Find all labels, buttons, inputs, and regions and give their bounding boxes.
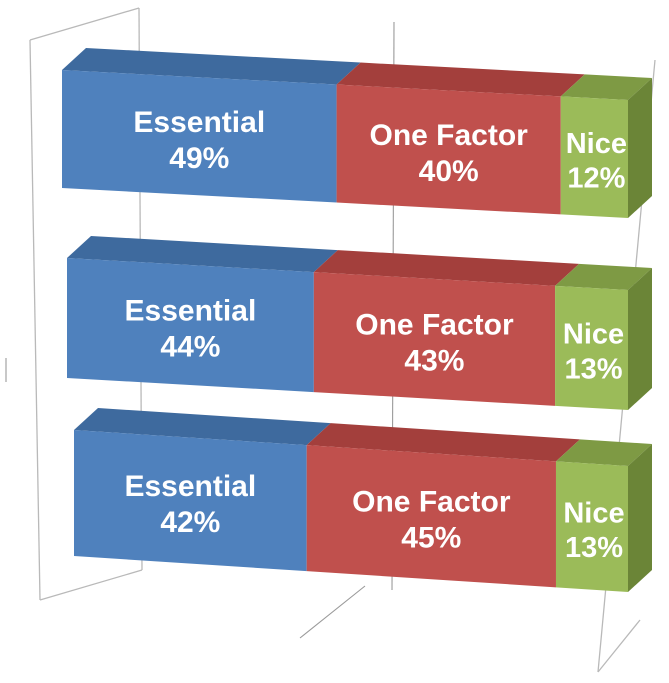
data-label-line: One Factor	[355, 308, 514, 341]
bar-3-one-factor-top	[306, 423, 580, 462]
bar-3-nice	[555, 461, 628, 592]
data-label-line: Nice	[563, 319, 624, 351]
bar-3-one-factor	[306, 445, 556, 588]
data-label-line: 44%	[160, 331, 220, 364]
bar-3-essential-top	[74, 408, 331, 446]
bar-3-essential	[74, 430, 307, 572]
data-label-line: 13%	[565, 532, 623, 564]
bar-3-nice-top	[555, 439, 652, 466]
bar-2-right-side	[628, 268, 652, 410]
data-label-line: Essential	[125, 295, 257, 328]
data-label-3-nice: Nice 13%	[563, 497, 624, 564]
back-wall-top-edge	[29, 7, 140, 41]
bar-1-nice-top	[560, 74, 652, 100]
data-label-1-essential: Essential 49%	[133, 106, 265, 175]
bar-2-nice	[555, 285, 628, 410]
data-label-2-nice: Nice 13%	[563, 319, 624, 386]
data-label-line: 49%	[169, 142, 229, 175]
floor-gridline	[299, 585, 366, 639]
data-label-line: 43%	[404, 344, 464, 377]
back-wall-left-edge	[29, 39, 41, 601]
data-label-line: Nice	[566, 128, 627, 160]
data-label-1-one-factor: One Factor 40%	[369, 119, 528, 188]
bar-1-essential-top	[62, 48, 361, 85]
data-label-line: Essential	[133, 106, 265, 139]
data-label-line: 45%	[401, 522, 461, 555]
bar-3-right-side	[628, 444, 652, 592]
bar-1-one-factor	[336, 84, 561, 215]
floor-right-edge	[597, 619, 641, 673]
data-label-line: Essential	[124, 470, 256, 503]
data-label-line: 13%	[565, 353, 623, 385]
bar-group-2: Essential 44% One Factor 43% Nice 13%	[67, 236, 652, 410]
data-label-2-essential: Essential 44%	[125, 295, 257, 364]
data-label-2-one-factor: One Factor 43%	[355, 308, 514, 377]
bar-2-one-factor	[313, 272, 556, 406]
data-label-3-essential: Essential 42%	[124, 470, 256, 539]
data-label-line: 42%	[160, 506, 220, 539]
bar-2-essential	[67, 258, 314, 393]
bar-group-1: Essential 49% One Factor 40% Nice 12%	[62, 48, 652, 218]
bar-group-3: Essential 42% One Factor 45% Nice 13%	[74, 408, 652, 592]
bars-layer: Essential 49%One Factor 40%Nice 12%Essentia…	[62, 48, 652, 592]
bar-1-nice	[560, 96, 628, 218]
data-label-3-one-factor: One Factor 45%	[352, 486, 511, 555]
bar-1-essential	[62, 70, 337, 203]
data-label-line: 12%	[567, 163, 625, 195]
bar-1-right-side	[628, 78, 652, 218]
bar-2-one-factor-top	[313, 250, 580, 286]
data-label-line: Nice	[563, 497, 624, 529]
bar-2-essential-top	[67, 236, 338, 273]
data-label-line: One Factor	[369, 119, 528, 152]
bar-2-nice-top	[555, 263, 652, 290]
data-label-line: 40%	[419, 155, 479, 188]
bar-1-one-factor-top	[336, 62, 585, 97]
data-label-line: One Factor	[352, 486, 511, 519]
data-label-1-nice: Nice 12%	[566, 128, 627, 195]
floor-left-edge	[39, 569, 143, 601]
